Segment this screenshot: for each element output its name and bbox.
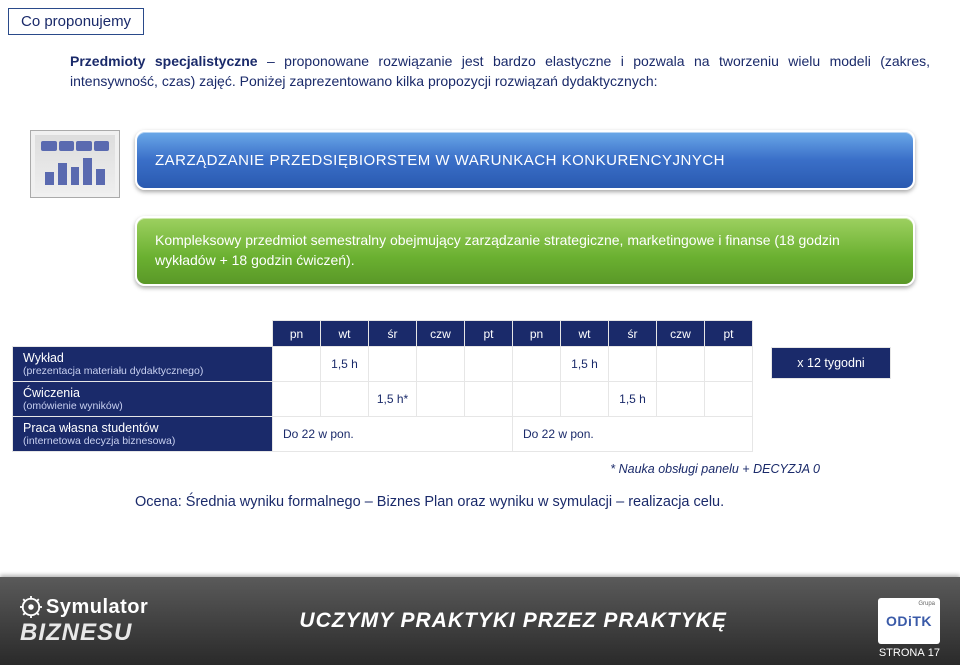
- schedule-cell: [273, 382, 321, 417]
- schedule-cell: 1,5 h: [321, 347, 369, 382]
- schedule-cell: [657, 347, 705, 382]
- schedule-cell: [273, 347, 321, 382]
- schedule-merged-cell: Do 22 w pon.: [273, 417, 513, 452]
- page-label: STRONA: [879, 647, 925, 659]
- schedule-day-header: czw: [417, 321, 465, 347]
- schedule-cell: [321, 382, 369, 417]
- schedule-day-header: śr: [369, 321, 417, 347]
- schedule-wrapper: pnwtśrczwptpnwtśrczwptWykład(prezentacja…: [0, 320, 960, 452]
- panel-description-text: Kompleksowy przedmiot semestralny obejmu…: [155, 231, 895, 270]
- logo-oditk: Grupa ODiTK: [878, 598, 940, 644]
- schedule-cell: [561, 382, 609, 417]
- section-title: Co proponujemy: [8, 8, 144, 35]
- footer-slogan: UCZYMY PRAKTYKI PRZEZ PRAKTYKĘ: [148, 609, 878, 633]
- page-number: STRONA 17: [879, 647, 940, 659]
- footnote: * Nauka obsługi panelu + DECYZJA 0: [610, 462, 820, 476]
- schedule-merged-cell: Do 22 w pon.: [513, 417, 753, 452]
- schedule-day-header: pt: [705, 321, 753, 347]
- gear-icon: [20, 596, 42, 618]
- schedule-cell: [513, 382, 561, 417]
- schedule-row-label: Ćwiczenia(omówienie wyników): [13, 382, 273, 417]
- schedule-cell: [657, 382, 705, 417]
- evaluation-text: Ocena: Średnia wyniku formalnego – Bizne…: [135, 492, 920, 512]
- schedule-cell: [465, 382, 513, 417]
- oditk-text: ODiTK: [886, 613, 932, 629]
- schedule-cell: [609, 347, 657, 382]
- logo-line2: BIZNESU: [20, 619, 148, 647]
- schedule-corner: [13, 321, 273, 347]
- panel-description-green: Kompleksowy przedmiot semestralny obejmu…: [135, 216, 915, 286]
- schedule-cell: [705, 347, 753, 382]
- schedule-day-header: pn: [513, 321, 561, 347]
- schedule-cell: 1,5 h: [561, 347, 609, 382]
- panel-heading-text: ZARZĄDZANIE PRZEDSIĘBIORSTEM W WARUNKACH…: [155, 152, 725, 169]
- schedule-cell: [417, 347, 465, 382]
- schedule-multiplier: x 12 tygodni: [771, 347, 891, 379]
- schedule-day-header: pt: [465, 321, 513, 347]
- schedule-cell: [465, 347, 513, 382]
- footer-bar: Symulator BIZNESU UCZYMY PRAKTYKI PRZEZ …: [0, 577, 960, 665]
- schedule-cell: [513, 347, 561, 382]
- intro-bold: Przedmioty specjalistyczne: [70, 53, 258, 69]
- schedule-cell: [369, 347, 417, 382]
- schedule-table: pnwtśrczwptpnwtśrczwptWykład(prezentacja…: [12, 320, 753, 452]
- schedule-cell: [705, 382, 753, 417]
- schedule-cell: 1,5 h: [609, 382, 657, 417]
- schedule-row-label: Praca własna studentów(internetowa decyz…: [13, 417, 273, 452]
- schedule-day-header: pn: [273, 321, 321, 347]
- page-num: 17: [928, 647, 940, 659]
- panel-heading-blue: ZARZĄDZANIE PRZEDSIĘBIORSTEM W WARUNKACH…: [135, 130, 915, 190]
- schedule-day-header: czw: [657, 321, 705, 347]
- intro-paragraph: Przedmioty specjalistyczne – proponowane…: [70, 52, 930, 91]
- schedule-day-header: wt: [561, 321, 609, 347]
- schedule-cell: [417, 382, 465, 417]
- oditk-top: Grupa: [918, 601, 935, 607]
- logo-line1: Symulator: [46, 596, 148, 618]
- schedule-day-header: wt: [321, 321, 369, 347]
- thumbnail-image: [30, 130, 120, 198]
- logo-symulator: Symulator BIZNESU: [20, 596, 148, 647]
- schedule-cell: 1,5 h*: [369, 382, 417, 417]
- schedule-day-header: śr: [609, 321, 657, 347]
- schedule-row-label: Wykład(prezentacja materiału dydaktyczne…: [13, 347, 273, 382]
